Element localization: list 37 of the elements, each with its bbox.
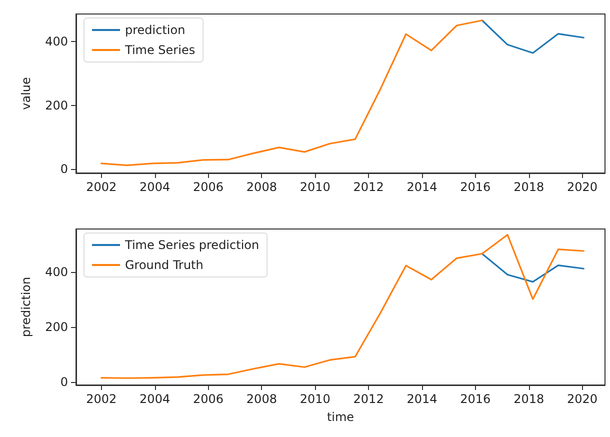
x-tick-label: 2016 — [460, 392, 491, 406]
y-tick-label: 400 — [45, 34, 68, 48]
legend-label: prediction — [125, 23, 186, 37]
x-tick-label: 2020 — [567, 180, 598, 194]
line-series — [481, 20, 584, 54]
x-axis-title: time — [326, 410, 354, 424]
x-tick-label: 2002 — [86, 180, 117, 194]
y-tick-label: 200 — [45, 320, 68, 334]
x-tick-label: 2018 — [514, 392, 544, 406]
x-tick-label: 2010 — [300, 392, 330, 406]
y-axis-title: value — [19, 77, 33, 110]
y-axis-title: prediction — [19, 276, 33, 338]
legend-label: Ground Truth — [125, 258, 204, 272]
x-tick-label: 2012 — [353, 180, 384, 194]
x-tick-label: 2004 — [140, 392, 170, 406]
x-tick-label: 2006 — [192, 392, 224, 406]
legend-label: Time Series prediction — [124, 238, 260, 252]
x-tick-label: 2002 — [86, 392, 117, 406]
x-tick-label: 2008 — [246, 392, 277, 406]
y-tick-label: 0 — [60, 162, 68, 176]
x-tick-label: 2010 — [300, 180, 330, 194]
y-tick-label: 200 — [45, 98, 68, 112]
x-tick-label: 2012 — [353, 392, 384, 406]
x-tick-label: 2014 — [406, 180, 438, 194]
legend-label: Time Series — [124, 43, 196, 57]
y-tick-label: 0 — [60, 374, 68, 389]
line-series — [100, 20, 483, 166]
x-tick-label: 2008 — [246, 180, 277, 194]
x-tick-label: 2020 — [567, 392, 598, 406]
x-tick-label: 2004 — [140, 180, 170, 194]
line-series — [100, 234, 584, 379]
x-tick-label: 2006 — [192, 180, 224, 194]
x-tick-label: 2018 — [514, 180, 544, 194]
y-tick-label: 400 — [45, 264, 68, 279]
x-tick-label: 2014 — [406, 392, 438, 406]
line-series — [481, 252, 584, 283]
x-tick-label: 2016 — [460, 180, 491, 194]
